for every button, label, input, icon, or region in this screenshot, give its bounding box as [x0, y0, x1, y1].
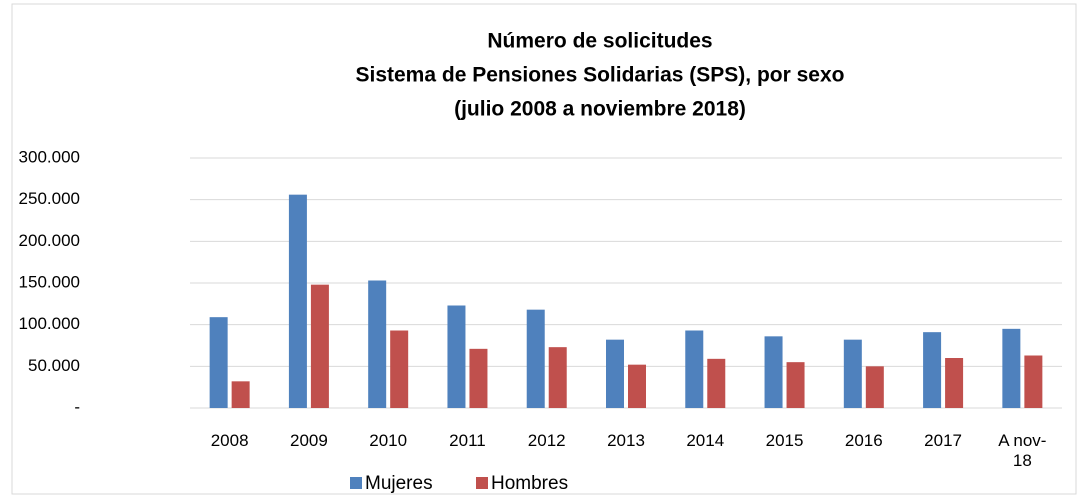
x-tick-label: 2009 [289, 431, 328, 450]
bar [469, 348, 488, 408]
bar [786, 362, 805, 408]
x-tick-label: 2015 [765, 431, 804, 450]
bar [628, 364, 646, 408]
bar [447, 305, 466, 408]
bar [368, 280, 387, 408]
chart-title: Número de solicitudes [487, 30, 712, 53]
chart-border [11, 3, 1077, 495]
legend-label: Hombres [491, 473, 568, 494]
y-tick-label: 100.000 [19, 314, 80, 333]
legend-label: Mujeres [365, 473, 433, 494]
y-tick-label: 50.000 [28, 356, 80, 375]
legend-swatch [476, 477, 488, 489]
chart-title: (julio 2008 a noviembre 2018) [454, 98, 746, 121]
x-tick-label: 2010 [369, 431, 408, 450]
bar [1024, 355, 1043, 408]
x-tick-label: 2011 [449, 431, 486, 450]
legend-swatch [350, 477, 362, 489]
bar [526, 309, 545, 408]
bar [923, 332, 942, 408]
y-tick-label: 250.000 [19, 189, 80, 208]
bar [606, 339, 624, 408]
x-tick-label: 2017 [924, 431, 962, 450]
bar [945, 358, 964, 408]
bar [231, 381, 250, 408]
y-tick-label: 150.000 [19, 272, 80, 291]
bar [865, 366, 884, 408]
x-tick-label: 2014 [686, 431, 725, 450]
bar [310, 284, 329, 408]
y-tick-label: 300.000 [19, 147, 80, 166]
x-tick-label: 2013 [607, 431, 645, 450]
bar [390, 330, 409, 408]
bar [1002, 328, 1021, 408]
bar [843, 339, 862, 408]
chart-title: Sistema de Pensiones Solidarias (SPS), p… [355, 64, 844, 87]
bar [764, 336, 783, 408]
x-tick-label: 2016 [844, 431, 883, 450]
x-tick-label: A nov-18 [998, 431, 1047, 470]
bar [685, 330, 704, 408]
y-tick-label: 200.000 [19, 231, 80, 250]
bar [548, 347, 567, 408]
y-tick-label: - [74, 397, 80, 416]
x-tick-label: 2012 [527, 431, 566, 450]
bar [209, 317, 228, 408]
x-tick-label: 2008 [210, 431, 249, 450]
bar [707, 358, 726, 408]
bar [288, 194, 307, 408]
